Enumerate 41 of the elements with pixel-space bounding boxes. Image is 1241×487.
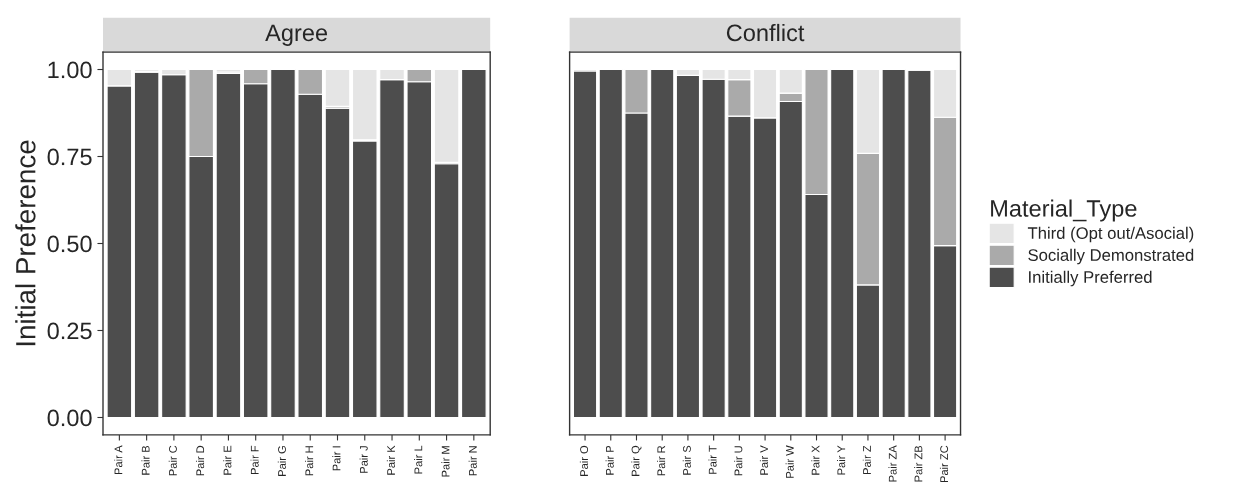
x-tick-label: Pair A bbox=[114, 445, 123, 475]
x-tick-label: Pair I bbox=[332, 446, 341, 471]
chart-title: Agree bbox=[265, 24, 328, 46]
chart-title: Conflict bbox=[726, 23, 805, 42]
x-tick-label: Pair L bbox=[414, 445, 423, 474]
x-tick-label: Pair X bbox=[811, 445, 820, 475]
legend-label: Socially Demonstrated bbox=[1028, 248, 1194, 265]
x-tick-label: Pair M bbox=[441, 446, 450, 477]
x-tick-label: Pair H bbox=[305, 446, 314, 476]
legend-title: Material_Type bbox=[991, 199, 1137, 222]
x-tick-label: Pair Y bbox=[837, 445, 846, 475]
x-tick-label: Pair V bbox=[759, 445, 769, 475]
x-tick-label: Pair U bbox=[734, 446, 743, 476]
x-tick-label: Pair T bbox=[708, 445, 717, 474]
x-tick-label: Pair O bbox=[579, 445, 589, 476]
x-tick-label: Pair Z bbox=[862, 445, 871, 475]
x-tick-label: Pair S bbox=[682, 445, 691, 475]
y-tick-label: 0.50 bbox=[47, 235, 92, 253]
x-tick-label: Pair K bbox=[386, 445, 396, 475]
x-tick-label: Pair N bbox=[468, 446, 477, 476]
x-tick-label: Pair F bbox=[250, 445, 259, 475]
x-tick-label: Pair G bbox=[277, 446, 286, 476]
x-tick-label: Pair R bbox=[657, 445, 666, 476]
y-tick-label: 1.00 bbox=[48, 61, 92, 79]
x-tick-label: Pair ZC bbox=[939, 445, 949, 483]
x-tick-label: Pair ZA bbox=[888, 445, 897, 482]
y-tick-label: 0.75 bbox=[47, 148, 92, 166]
x-tick-label: Pair D bbox=[195, 445, 205, 476]
legend-label: Initially Preferred bbox=[1029, 270, 1152, 287]
x-tick-label: Pair J bbox=[359, 446, 368, 473]
x-tick-label: Pair C bbox=[168, 445, 177, 476]
legend-label: Third (Opt out/Asocial) bbox=[1027, 226, 1194, 243]
x-tick-label: Pair Q bbox=[631, 445, 642, 476]
x-tick-label: Pair ZB bbox=[914, 445, 923, 482]
y-axis-title: Initial Preference bbox=[15, 140, 36, 346]
x-tick-label: Pair B bbox=[141, 445, 150, 475]
y-tick-label: 0.25 bbox=[47, 322, 92, 340]
x-tick-label: Pair P bbox=[605, 445, 614, 475]
y-tick-label: 0.00 bbox=[47, 409, 92, 427]
x-tick-label: Pair W bbox=[785, 445, 794, 478]
x-tick-label: Pair E bbox=[223, 445, 232, 475]
